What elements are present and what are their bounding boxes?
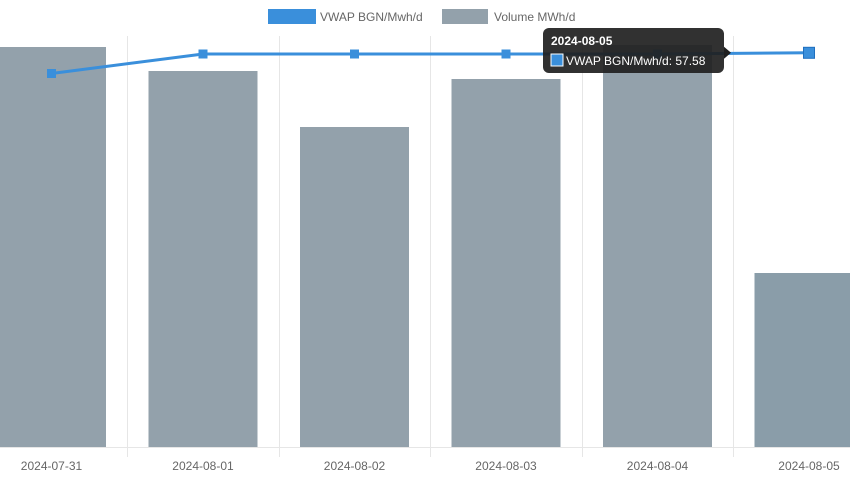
volume-bar[interactable] (451, 79, 561, 447)
tooltip-pointer (724, 46, 731, 59)
legend-label-volume: Volume MWh/d (494, 10, 575, 24)
tooltip-color-swatch (550, 53, 564, 67)
tooltip-background (543, 28, 724, 73)
tooltip: 2024-08-05 VWAP BGN/Mwh/d: 57.58 (543, 28, 731, 73)
legend: VWAP BGN/Mwh/d Volume MWh/d (268, 9, 575, 24)
x-tick-label: 2024-08-03 (475, 459, 537, 473)
legend-item-vwap[interactable]: VWAP BGN/Mwh/d (268, 9, 423, 24)
x-tick-label: 2024-08-01 (172, 459, 234, 473)
grid-lines (0, 36, 850, 457)
legend-swatch-vwap (268, 9, 316, 24)
vwap-point[interactable] (803, 46, 815, 59)
vwap-point[interactable] (47, 69, 56, 78)
volume-bar[interactable] (754, 273, 850, 447)
vwap-point[interactable] (198, 49, 208, 59)
tooltip-body: VWAP BGN/Mwh/d: 57.58 (566, 54, 706, 68)
x-tick-label: 2024-08-04 (627, 459, 689, 473)
volume-bar[interactable] (300, 127, 409, 447)
x-tick-label: 2024-08-05 (778, 459, 840, 473)
volume-bar[interactable] (603, 45, 712, 447)
legend-item-volume[interactable]: Volume MWh/d (442, 9, 575, 24)
volume-bar[interactable] (148, 71, 258, 447)
x-tick-label: 2024-08-02 (324, 459, 386, 473)
legend-swatch-volume (442, 9, 488, 24)
volume-bars (0, 45, 850, 447)
legend-label-vwap: VWAP BGN/Mwh/d (320, 10, 423, 24)
x-axis: 2024-07-31 2024-08-01 2024-08-02 2024-08-03… (21, 459, 840, 473)
vwap-point[interactable] (350, 49, 359, 59)
x-tick-label: 2024-07-31 (21, 459, 83, 473)
vwap-point[interactable] (501, 49, 511, 59)
volume-bar[interactable] (0, 47, 106, 447)
tooltip-title: 2024-08-05 (551, 34, 613, 48)
